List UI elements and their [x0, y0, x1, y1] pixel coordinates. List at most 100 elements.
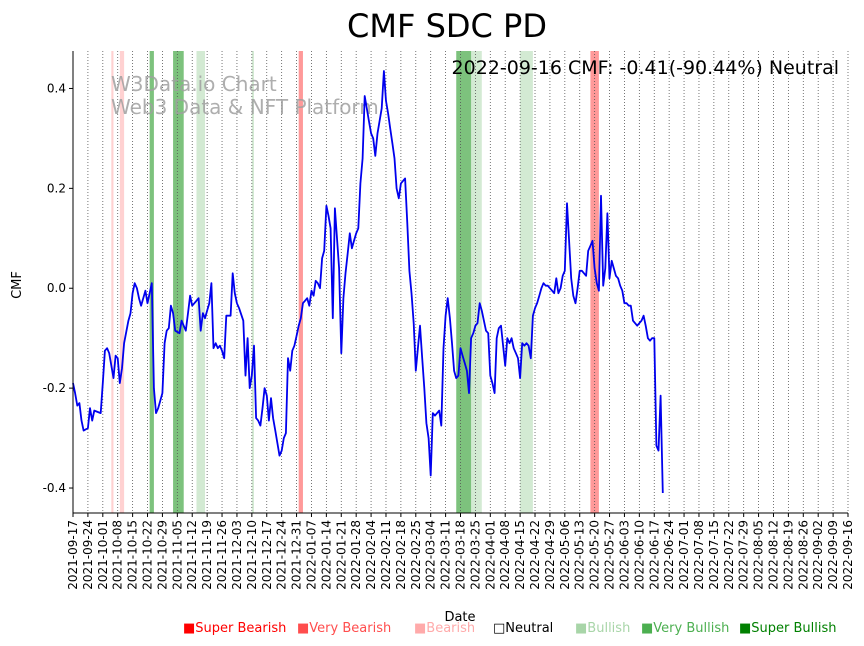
- x-tick-label: 2022-08-19: [781, 520, 795, 590]
- x-tick-label: 2022-04-29: [543, 520, 557, 590]
- x-tick-label: 2021-10-01: [96, 520, 110, 590]
- band-bearish: [111, 51, 114, 513]
- x-tick-label: 2022-02-11: [379, 520, 393, 590]
- band-bearish: [119, 51, 125, 513]
- x-tick-label: 2022-01-28: [349, 520, 363, 590]
- x-tick-label: 2022-06-10: [632, 520, 646, 590]
- y-tick-label: 0.4: [47, 81, 66, 95]
- x-tick-label: 2022-04-08: [498, 520, 512, 590]
- y-tick-label: 0.0: [47, 281, 66, 295]
- watermark-line-1: W3Data.io Chart: [111, 72, 277, 96]
- x-tick-label: 2022-05-13: [573, 520, 587, 590]
- y-tick-label: 0.2: [47, 181, 66, 195]
- x-tick-label: 2022-04-22: [528, 520, 542, 590]
- band-very-bullish: [456, 51, 472, 513]
- x-tick-label: 2022-04-01: [483, 520, 497, 590]
- x-tick-label: 2022-06-17: [647, 520, 661, 590]
- x-tick-label: 2021-11-26: [215, 520, 229, 590]
- x-tick-label: 2022-05-20: [588, 520, 602, 590]
- x-tick-label: 2022-02-18: [394, 520, 408, 590]
- x-tick-label: 2022-08-05: [752, 520, 766, 590]
- x-tick-label: 2022-01-07: [304, 520, 318, 590]
- x-tick-label: 2022-02-25: [409, 520, 423, 590]
- x-tick-label: 2021-12-24: [275, 520, 289, 590]
- legend-swatch: ■: [414, 621, 427, 636]
- x-tick-label: 2022-07-01: [677, 520, 691, 590]
- legend-swatch: ■: [739, 621, 752, 636]
- x-tick-label: 2021-12-17: [260, 520, 274, 590]
- date-gridlines: [72, 51, 849, 513]
- x-tick-label: 2021-10-15: [126, 520, 140, 590]
- legend-swatch: □: [493, 621, 506, 636]
- legend-swatch: ■: [183, 621, 196, 636]
- band-bullish: [471, 51, 482, 513]
- legend: ■Super Bearish ■Very Bearish ■Bearish □N…: [183, 621, 853, 639]
- legend-swatch: ■: [297, 621, 310, 636]
- legend-item-very-bearish: ■Very Bearish: [297, 621, 391, 637]
- x-tick-label: 2022-01-14: [319, 520, 333, 590]
- x-tick-label: 2022-07-08: [692, 520, 706, 590]
- x-tick-label: 2022-09-09: [826, 520, 840, 590]
- x-tick-label: 2022-09-02: [811, 520, 825, 590]
- x-tick-label: 2021-12-03: [230, 520, 244, 590]
- band-very-bullish: [149, 51, 154, 513]
- legend-swatch: ■: [575, 621, 588, 636]
- band-very-bullish: [173, 51, 184, 513]
- x-tick-label: 2022-07-29: [737, 520, 751, 590]
- x-tick-label: 2022-02-04: [364, 520, 378, 590]
- latest-value-annotation: 2022-09-16 CMF: -0.41(-90.44%) Neutral: [452, 57, 839, 79]
- x-tick-label: 2022-03-25: [468, 520, 482, 590]
- legend-label: Super Bearish: [195, 621, 287, 636]
- x-tick-label: 2021-09-24: [81, 520, 95, 590]
- x-tick-label: 2022-03-11: [439, 520, 453, 590]
- x-tick-label: 2022-06-24: [662, 520, 676, 590]
- legend-label: Very Bullish: [653, 621, 730, 636]
- x-axis-label: Date: [444, 610, 475, 625]
- x-tick-label: 2021-11-19: [200, 520, 214, 590]
- x-tick-label: 2022-06-03: [617, 520, 631, 590]
- legend-item-very-bullish: ■Very Bullish: [641, 621, 729, 637]
- legend-swatch: ■: [641, 621, 654, 636]
- legend-item-bullish: ■Bullish: [575, 621, 630, 637]
- y-tick-label: -0.4: [43, 481, 66, 495]
- chart-title: CMF SDC PD: [347, 7, 547, 45]
- x-tick-label: 2022-08-12: [766, 520, 780, 590]
- x-tick-label: 2022-04-15: [513, 520, 527, 590]
- x-tick-label: 2022-05-27: [603, 520, 617, 590]
- band-bullish: [520, 51, 533, 513]
- legend-label: Very Bearish: [309, 621, 392, 636]
- x-tick-label: 2021-10-22: [141, 520, 155, 590]
- y-axis-label: CMF: [10, 271, 25, 299]
- x-tick-label: 2022-09-16: [841, 520, 855, 590]
- legend-item-bearish: ■Bearish: [414, 621, 475, 637]
- x-tick-label: 2021-12-10: [245, 520, 259, 590]
- x-tick-label: 2022-07-22: [722, 520, 736, 590]
- legend-label: Bullish: [587, 621, 631, 636]
- x-tick-label: 2022-07-15: [707, 520, 721, 590]
- x-tick-label: 2022-01-21: [334, 520, 348, 590]
- legend-label: Super Bullish: [751, 621, 837, 636]
- legend-item-super-bearish: ■Super Bearish: [183, 621, 286, 637]
- band-very-bearish: [298, 51, 303, 513]
- y-tick-label: -0.2: [43, 381, 66, 395]
- x-tick-label: 2022-05-06: [558, 520, 572, 590]
- watermark: W3Data.io Chart Web3 Data & NFT Platform: [111, 72, 379, 119]
- legend-label: Bearish: [426, 621, 476, 636]
- x-tick-label: 2021-10-29: [155, 520, 169, 590]
- watermark-line-2: Web3 Data & NFT Platform: [111, 95, 379, 119]
- band-bullish: [251, 51, 254, 513]
- x-tick-label: 2022-03-04: [424, 520, 438, 590]
- signal-bands: [111, 51, 599, 513]
- x-tick-label: 2021-09-17: [66, 520, 80, 590]
- x-tick-label: 2021-10-08: [111, 520, 125, 590]
- legend-label: Neutral: [505, 621, 554, 636]
- x-tick-label: 2021-11-12: [185, 520, 199, 590]
- x-tick-label: 2021-11-05: [170, 520, 184, 590]
- x-tick-label: 2022-03-18: [454, 520, 468, 590]
- series-line-cmf: [72, 70, 664, 494]
- x-tick-label: 2022-08-26: [796, 520, 810, 590]
- legend-item-neutral: □Neutral: [493, 621, 553, 637]
- legend-item-super-bullish: ■Super Bullish: [739, 621, 837, 637]
